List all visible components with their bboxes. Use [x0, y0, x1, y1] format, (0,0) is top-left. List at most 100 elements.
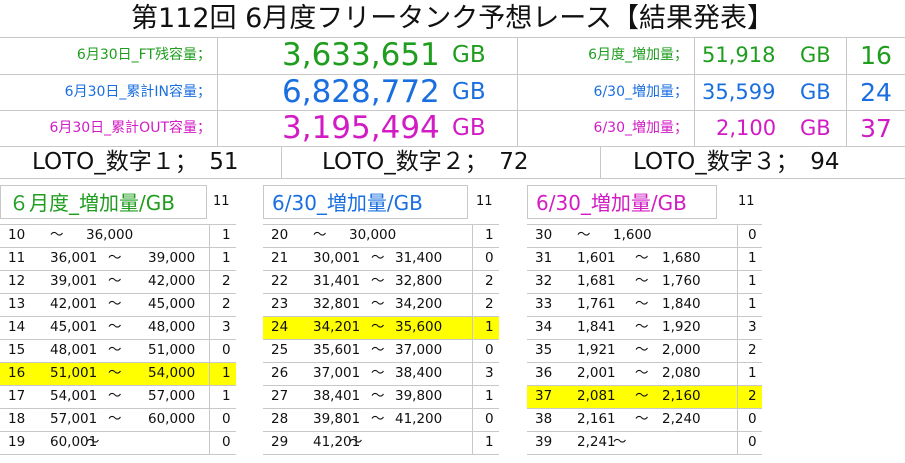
- table-cell-from: ～: [313, 227, 327, 243]
- divider: [600, 146, 601, 178]
- table-divider: [527, 408, 762, 409]
- loto-number-1: LOTO_数字１； 51: [32, 149, 239, 175]
- table-divider: [527, 385, 762, 386]
- table-cell-count: 0: [485, 250, 494, 266]
- loto-number-2: LOTO_数字２； 72: [322, 149, 529, 175]
- table-cell-num: 29: [271, 434, 289, 450]
- table-cell-mid: ～: [108, 250, 122, 266]
- summary-value-ft-remaining: 3,633,651: [282, 37, 440, 73]
- table-cell-to: 38,400: [395, 365, 443, 381]
- table-row: 11 36,001 ～ 39,000 1: [0, 247, 236, 270]
- table-cell-to: 42,000: [148, 273, 196, 289]
- table-cell-mid: ～: [371, 411, 385, 427]
- table-cell-count: 0: [485, 411, 494, 427]
- summary-unit: GB: [452, 115, 486, 141]
- table-row: 20 ～ 30,000 1: [263, 224, 499, 247]
- table-cell-num: 24: [271, 319, 289, 335]
- table-cell-count: 2: [748, 342, 757, 358]
- divider: [217, 37, 218, 146]
- table-cell-mid: ～: [371, 342, 385, 358]
- table-divider: [263, 316, 499, 317]
- table-row: 21 30,001 ～ 31,400 0: [263, 247, 499, 270]
- table-cell-from: 36,001: [50, 250, 98, 266]
- summary-label-daily-increase-in: 6/30_増加量；: [593, 84, 688, 100]
- table-row-winning: 24 34,201 ～ 35,600 1: [263, 316, 499, 339]
- table-divider: [527, 270, 762, 271]
- table-cell-to: 48,000: [148, 319, 196, 335]
- table-cell-num: 35: [535, 342, 553, 358]
- table-cell-to: 2,080: [662, 365, 701, 381]
- table-cell-from: 42,001: [50, 296, 98, 312]
- table-row-winning: 37 2,081 ～ 2,160 2: [527, 385, 762, 408]
- summary-winning-number: 37: [860, 114, 892, 143]
- summary-label-total-in: 6月30日_累計IN容量；: [64, 84, 211, 100]
- table-row: 15 48,001 ～ 51,000 0: [0, 339, 236, 362]
- table-cell-from: 32,801: [313, 296, 361, 312]
- table-cell-count: 1: [485, 227, 494, 243]
- table-divider: [263, 408, 499, 409]
- table-cell-count: 1: [222, 365, 231, 381]
- table-divider: [527, 431, 762, 432]
- table-row: 19 60,001 ～ 0: [0, 431, 236, 454]
- table-cell-mid: ～: [108, 296, 122, 312]
- table-cell-count: 1: [748, 365, 757, 381]
- table-cell-mid: ～: [635, 365, 649, 381]
- table-total-count: 11: [476, 194, 493, 209]
- table-cell-count: 1: [748, 296, 757, 312]
- table-cell-num: 33: [535, 296, 553, 312]
- table-divider: [527, 362, 762, 363]
- divider: [0, 110, 905, 111]
- table-cell-from: 2,241: [577, 434, 616, 450]
- table-cell-from: 2,001: [577, 365, 616, 381]
- summary-label-daily-increase-out: 6/30_増加量；: [593, 120, 688, 136]
- summary-unit: GB: [800, 116, 831, 140]
- divider: [0, 178, 905, 179]
- table-cell-to: 1,760: [662, 273, 701, 289]
- table-cell-to: 41,200: [395, 411, 443, 427]
- table-cell-count: 3: [222, 319, 231, 335]
- table-divider: [0, 454, 236, 455]
- table-cell-mid: ～: [635, 250, 649, 266]
- table-cell-count: 3: [485, 365, 494, 381]
- table-cell-to: 31,400: [395, 250, 443, 266]
- table-cell-from: 39,001: [50, 273, 98, 289]
- table-divider: [0, 408, 236, 409]
- table-row-winning: 16 51,001 ～ 54,000 1: [0, 362, 236, 385]
- table-cell-count: 0: [222, 411, 231, 427]
- table-header: ６月度_増加量/GB: [0, 185, 207, 219]
- table-row: 33 1,761 ～ 1,840 1: [527, 293, 762, 316]
- table-divider: [263, 224, 499, 225]
- table-cell-from: 51,001: [50, 365, 98, 381]
- table-header: 6/30_増加量/GB: [527, 185, 717, 219]
- table-cell-from: ～: [577, 227, 591, 243]
- table-cell-mid: ～: [371, 273, 385, 289]
- table-cell-to: 60,000: [148, 411, 196, 427]
- table-row: 30 ～ 1,600 0: [527, 224, 762, 247]
- table-cell-mid: ～: [635, 319, 649, 335]
- table-cell-mid: 30,000: [349, 227, 397, 243]
- table-cell-mid: ～: [108, 273, 122, 289]
- table-row: 29 41,201 ～ 1: [263, 431, 499, 454]
- summary-unit: GB: [800, 80, 831, 104]
- table-cell-to: 35,600: [395, 319, 443, 335]
- table-cell-mid: ～: [371, 365, 385, 381]
- table-cell-count: 1: [485, 388, 494, 404]
- table-cell-num: 15: [8, 342, 26, 358]
- table-row: 17 54,001 ～ 57,000 1: [0, 385, 236, 408]
- table-cell-to: 2,240: [662, 411, 701, 427]
- table-row: 27 38,401 ～ 39,800 1: [263, 385, 499, 408]
- table-cell-mid: ～: [635, 296, 649, 312]
- table-cell-from: 2,081: [577, 388, 616, 404]
- table-divider: [263, 385, 499, 386]
- table-cell-from: 38,401: [313, 388, 361, 404]
- table-cell-num: 19: [8, 434, 26, 450]
- table-cell-mid: ～: [371, 388, 385, 404]
- table-cell-num: 20: [271, 227, 289, 243]
- table-cell-mid: ～: [613, 434, 627, 450]
- table-cell-to: 32,800: [395, 273, 443, 289]
- table-row: 23 32,801 ～ 34,200 2: [263, 293, 499, 316]
- summary-value-total-in: 6,828,772: [282, 74, 440, 110]
- divider: [0, 74, 905, 75]
- table-cell-mid: ～: [371, 296, 385, 312]
- table-row: 22 31,401 ～ 32,800 2: [263, 270, 499, 293]
